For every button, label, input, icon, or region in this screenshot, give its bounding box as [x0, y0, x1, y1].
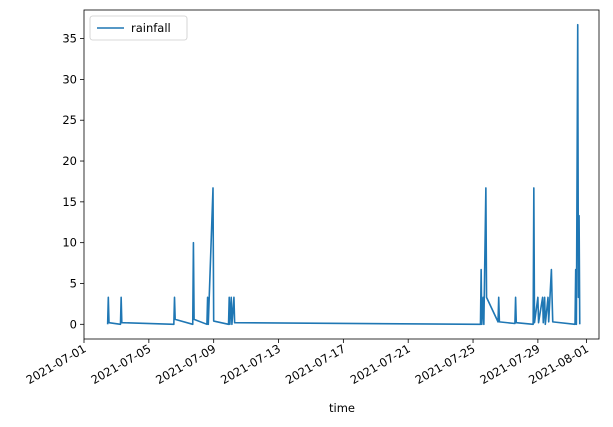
y-tick-label: 30 — [62, 72, 77, 86]
legend-label: rainfall — [131, 21, 171, 35]
y-tick-label: 35 — [62, 32, 77, 46]
y-tick-label: 5 — [70, 276, 77, 290]
y-tick-label: 0 — [70, 317, 77, 331]
y-tick-label: 25 — [62, 113, 77, 127]
y-tick-label: 15 — [62, 195, 77, 209]
y-tick-label: 20 — [62, 154, 77, 168]
x-axis-label: time — [329, 401, 355, 415]
y-tick-label: 10 — [62, 236, 77, 250]
